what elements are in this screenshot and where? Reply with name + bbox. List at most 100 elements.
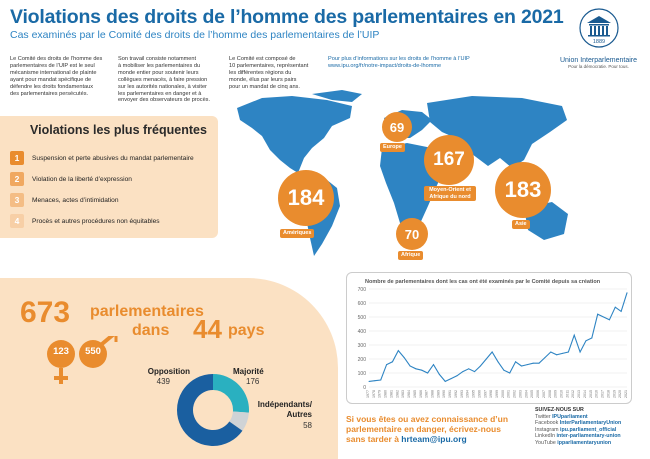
cta-email[interactable]: hrteam@ipu.org xyxy=(401,434,467,444)
data-point xyxy=(556,354,558,356)
social-title: SUIVEZ-NOUS SUR xyxy=(535,407,584,413)
col2-line: envoyer des observateurs de procès. xyxy=(118,97,211,104)
social-handle: ipparliamentaryunion xyxy=(557,439,612,446)
x-tick-label: 2017 xyxy=(601,390,605,398)
y-tick-label: 700 xyxy=(358,287,367,293)
data-point xyxy=(532,362,534,364)
col2-line: collègues menacés, à faire pression xyxy=(118,76,208,83)
col2-line: Son travail consiste notamment xyxy=(118,56,197,62)
stats-panel: 673 parlementaires dans 44 pays 123 550 … xyxy=(0,278,338,459)
x-tick-label: 1979 xyxy=(378,390,382,398)
violation-item: 3 Menaces, actes d’intimidation xyxy=(10,192,119,208)
x-tick-label: 1977 xyxy=(366,390,370,398)
chart-title: Nombre de parlementaires dont les cas on… xyxy=(365,279,601,285)
data-point xyxy=(438,373,440,375)
region-label-mena: Moyen-Orient et Afrique du nord xyxy=(424,186,476,201)
x-tick-label: 1994 xyxy=(466,390,470,398)
info-link[interactable]: www.ipu.org/fr/notre-impact/droits-de-lh… xyxy=(328,62,442,69)
countries-prefix: dans xyxy=(132,322,170,339)
y-tick-label: 400 xyxy=(358,329,367,335)
x-tick-label: 2007 xyxy=(542,390,546,398)
gender-icon xyxy=(47,336,118,384)
women-count: 123 xyxy=(53,346,69,357)
data-point xyxy=(374,380,376,382)
x-tick-label: 1987 xyxy=(425,390,429,398)
social-handle: ipu.parliament_official xyxy=(560,426,617,433)
data-point xyxy=(579,351,581,353)
x-tick-label: 2002 xyxy=(513,390,517,398)
x-tick-label: 1985 xyxy=(413,390,417,398)
x-tick-label: 2004 xyxy=(524,390,528,398)
violation-number: 1 xyxy=(10,151,24,165)
violation-label: Violation de la liberté d’expression xyxy=(32,175,132,183)
page-title: Violations des droits de l’homme des par… xyxy=(10,6,564,28)
series-line xyxy=(368,292,628,383)
frequent-violations-panel: Violations les plus fréquentes 1 Suspensi… xyxy=(0,116,218,238)
region-bubble-americas: 184 xyxy=(278,170,334,226)
cta-text: Si vous êtes ou avez connaissance d’un p… xyxy=(346,414,509,444)
data-point xyxy=(550,351,552,353)
data-point xyxy=(386,364,388,366)
data-point xyxy=(485,358,487,360)
data-point xyxy=(444,380,446,382)
y-tick-label: 0 xyxy=(363,385,366,391)
col1-line: mécanisme international de plainte xyxy=(10,69,97,76)
data-point xyxy=(450,378,452,380)
x-tick-label: 1989 xyxy=(436,390,440,398)
x-tick-label: 1980 xyxy=(384,390,388,398)
x-tick-label: 1981 xyxy=(389,390,393,398)
data-point xyxy=(509,372,511,374)
x-tick-label: 1997 xyxy=(483,390,487,398)
col2-line: monde entier pour soutenir leurs xyxy=(118,69,199,76)
social-links: SUIVEZ-NOUS SUR Twitter IPUparliament Fac… xyxy=(535,407,621,447)
intro-col-2: Son travail consiste notamment à mobilise… xyxy=(118,56,226,104)
violation-number: 2 xyxy=(10,172,24,186)
x-tick-label: 1991 xyxy=(448,390,452,398)
x-tick-label: 2016 xyxy=(595,390,599,398)
x-tick-label: 2008 xyxy=(548,390,552,398)
data-point xyxy=(462,371,464,373)
data-point xyxy=(397,350,399,352)
x-tick-label: 1998 xyxy=(489,390,493,398)
independents-value: 58 xyxy=(303,421,312,430)
social-item[interactable]: Twitter IPUparliament xyxy=(535,414,621,421)
page-subtitle: Cas examinés par le Comité des droits de… xyxy=(10,29,380,41)
violation-label: Procès et autres procédures non équitabl… xyxy=(32,217,160,225)
social-item[interactable]: Instagram ipu.parliament_official xyxy=(535,427,621,434)
social-item[interactable]: Facebook InterParliamentaryUnion xyxy=(535,420,621,427)
data-point xyxy=(538,362,540,364)
y-tick-label: 300 xyxy=(358,343,367,349)
x-tick-label: 2014 xyxy=(583,390,587,398)
contact-cta: Si vous êtes ou avez connaissance d’un p… xyxy=(346,414,522,444)
data-point xyxy=(474,371,476,373)
data-point xyxy=(497,361,499,363)
x-tick-label: 1999 xyxy=(495,390,499,398)
social-item[interactable]: YouTube ipparliamentaryunion xyxy=(535,440,621,447)
data-point xyxy=(544,357,546,359)
data-point xyxy=(603,316,605,318)
ipu-emblem-icon: 1889 xyxy=(578,8,619,48)
col3-line: 10 parlementaires, représentant xyxy=(229,62,309,69)
region-label-asia: Asie xyxy=(512,220,530,229)
social-handle: IPUparliament xyxy=(552,413,588,420)
frequent-violations-title: Violations les plus fréquentes xyxy=(30,123,207,137)
y-tick-label: 100 xyxy=(358,371,367,377)
x-tick-label: 1984 xyxy=(407,390,411,398)
x-tick-label: 2011 xyxy=(565,390,569,398)
x-tick-label: 1982 xyxy=(395,390,399,398)
region-label-africa: Afrique xyxy=(398,251,424,260)
data-point xyxy=(608,319,610,321)
intro-col-3: Le Comité est composé de 10 parlementaire… xyxy=(229,56,321,91)
x-tick-label: 1978 xyxy=(372,390,376,398)
col1-line: des parlementaires persécutés. xyxy=(10,90,89,97)
logo-tagline: Pour la démocratie. Pour tous. xyxy=(568,64,629,69)
majority-label: Majorité xyxy=(233,367,264,376)
region-bubble-europe: 69 xyxy=(382,112,412,142)
col1-line: Le Comité des droits de l’homme des xyxy=(10,56,103,62)
x-tick-label: 2001 xyxy=(507,390,511,398)
col2-line: sur les autorités nationales, à visiter xyxy=(118,83,207,90)
social-item[interactable]: LinkedIn inter-parliamentary-union xyxy=(535,433,621,440)
x-tick-label: 2018 xyxy=(606,390,610,398)
affiliation-donut xyxy=(177,374,249,446)
x-tick-label: 2005 xyxy=(530,390,534,398)
